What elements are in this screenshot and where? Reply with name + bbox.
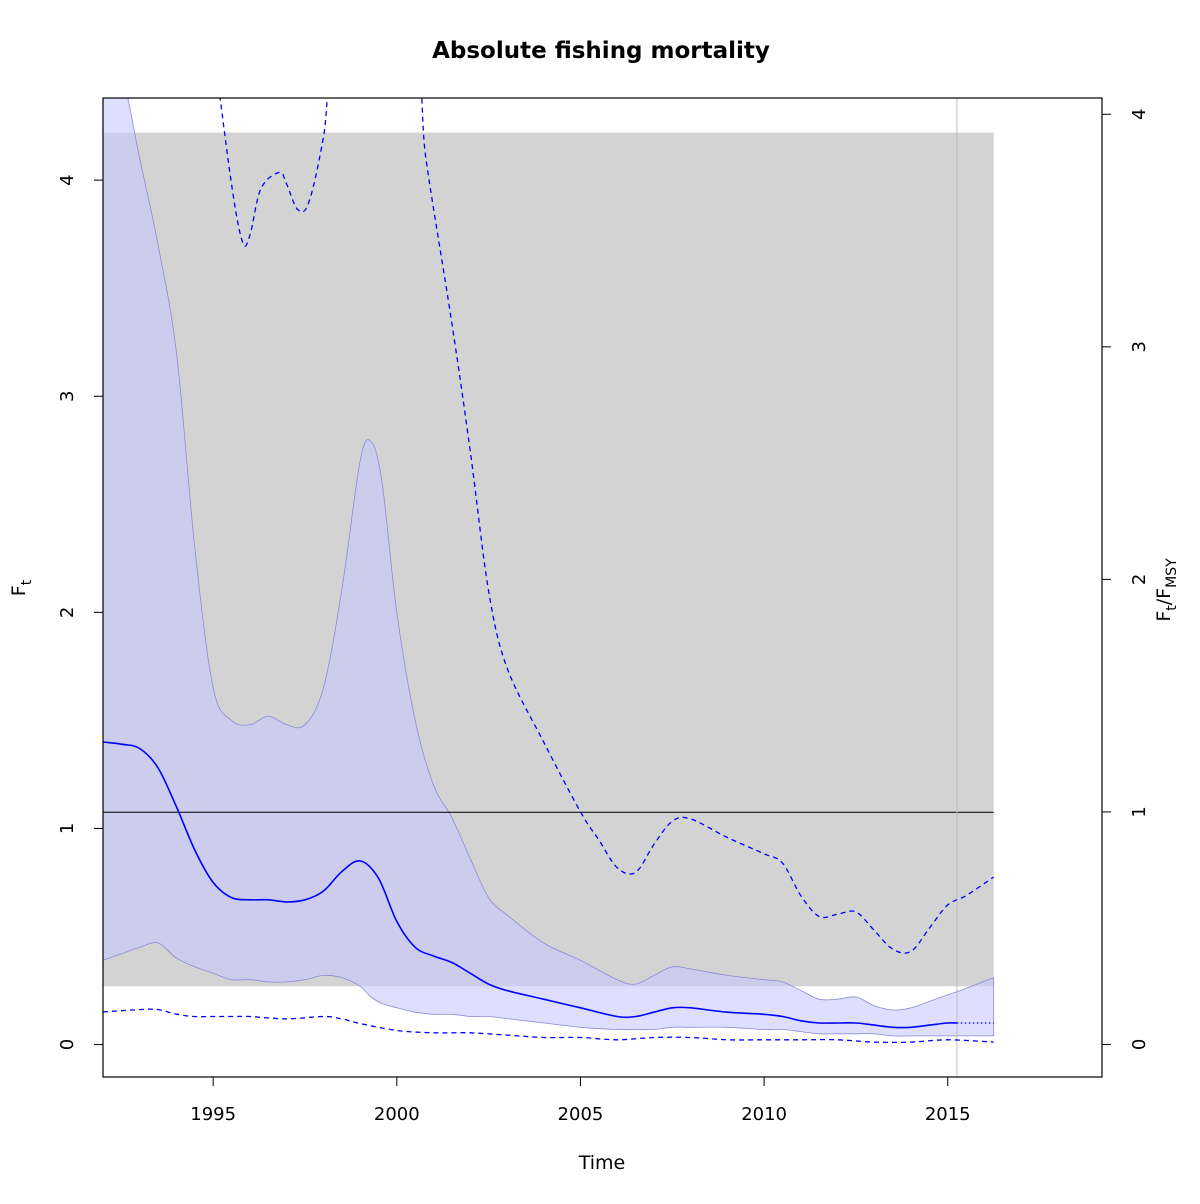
y2-tick-label: 4 (1129, 109, 1150, 120)
x-tick-label: 2010 (741, 1104, 787, 1125)
y-tick-label: 2 (57, 607, 78, 618)
y-axis-left: 0 1 2 3 4 (57, 174, 103, 1050)
x-tick-label: 2000 (374, 1104, 420, 1125)
svg-text:Ft: Ft (8, 579, 35, 596)
y2-tick-label: 3 (1129, 341, 1150, 352)
x-tick-label: 2005 (558, 1104, 604, 1125)
x-tick-label: 1995 (190, 1104, 236, 1125)
series-lower-ci-ratio (103, 1008, 994, 1044)
plot-area (103, 98, 995, 1077)
y-tick-label: 1 (57, 823, 78, 834)
y2-label-t: t (1164, 605, 1180, 611)
series-estimate (103, 741, 957, 1029)
confidence-band (103, 98, 995, 1037)
y-axis-label-sub: t (19, 579, 35, 585)
y2-label-sep: /F (1153, 588, 1175, 605)
y-axis-label-main: F (8, 585, 30, 596)
y-axis-right: 0 1 2 3 4 (1102, 109, 1150, 1050)
y2-tick-label: 2 (1129, 574, 1150, 585)
y-axis-label: Ft (8, 579, 35, 596)
series-upper-ci-ratio (219, 98, 995, 954)
x-axis-label: Time (578, 1152, 626, 1174)
y2-tick-label: 0 (1129, 1039, 1150, 1050)
y-tick-label: 3 (57, 391, 78, 402)
svg-text:Ft/FMSY: Ft/FMSY (1153, 558, 1180, 622)
x-tick-label: 2015 (925, 1104, 971, 1125)
x-axis: 1995 2000 2005 2010 2015 (190, 1076, 971, 1125)
y2-label-f: F (1153, 611, 1175, 622)
y-tick-label: 0 (57, 1039, 78, 1050)
chart-title: Absolute fishing mortality (432, 38, 770, 64)
y2-axis-label: Ft/FMSY (1153, 558, 1180, 622)
y2-tick-label: 1 (1129, 806, 1150, 817)
y-tick-label: 4 (57, 174, 78, 185)
y2-label-msy: MSY (1164, 558, 1180, 588)
